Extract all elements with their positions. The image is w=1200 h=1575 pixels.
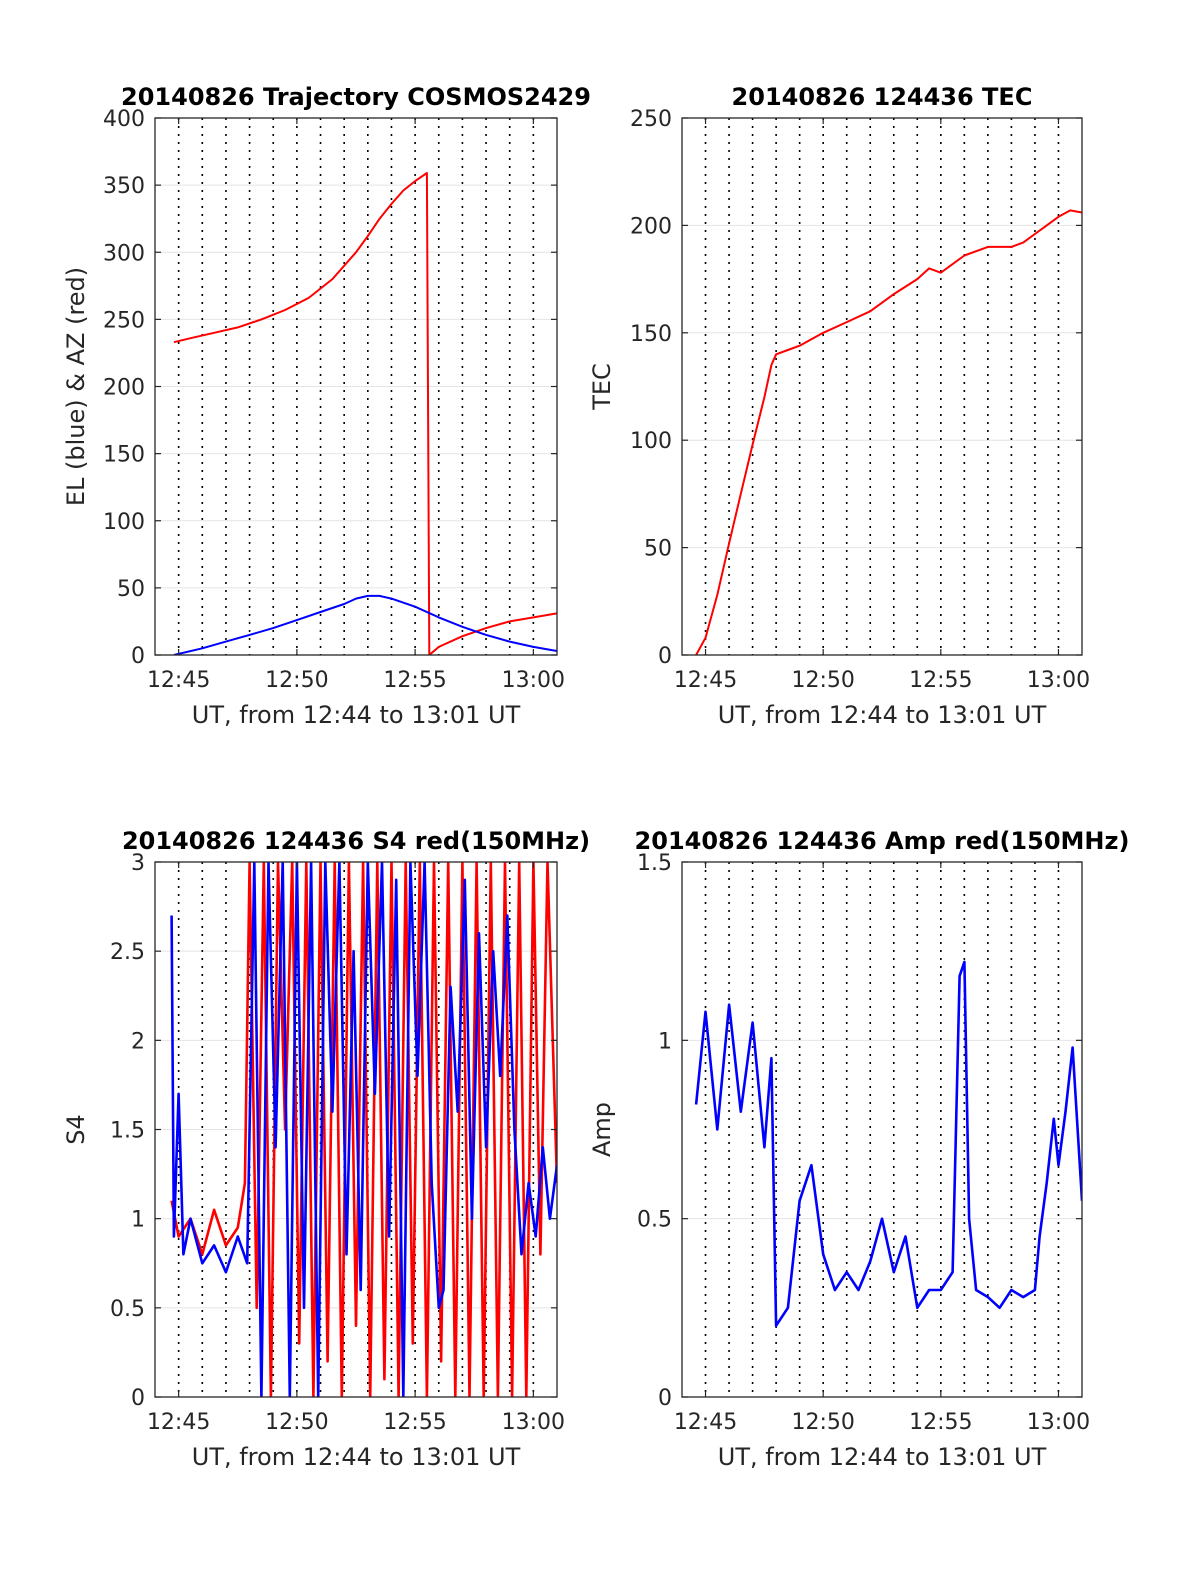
y-tick-label: 2.5 xyxy=(110,940,145,965)
series-line-1 xyxy=(694,960,1082,1327)
y-tick-label: 50 xyxy=(117,577,145,602)
y-tick-label: 100 xyxy=(630,429,672,454)
y-tick-label: 0 xyxy=(131,1386,145,1411)
chart-title: 20140826 124436 Amp red(150MHz) xyxy=(635,827,1130,855)
y-axis-label: S4 xyxy=(62,1114,90,1145)
y-tick-label: 50 xyxy=(644,537,672,562)
chart-title: 20140826 124436 TEC xyxy=(732,83,1033,111)
y-tick-label: 250 xyxy=(103,308,145,333)
x-tick-label: 13:00 xyxy=(502,668,565,693)
y-tick-label: 1 xyxy=(131,1208,145,1233)
y-tick-label: 350 xyxy=(103,174,145,199)
y-tick-label: 200 xyxy=(103,376,145,401)
chart-title: 20140826 124436 S4 red(150MHz) xyxy=(122,827,590,855)
series-line-2 xyxy=(173,594,557,655)
y-tick-label: 1 xyxy=(658,1029,672,1054)
plot-area xyxy=(682,118,1082,655)
y-axis-label: Amp xyxy=(588,1102,616,1157)
x-axis-label: UT, from 12:44 to 13:01 UT xyxy=(718,701,1047,729)
y-tick-label: 200 xyxy=(630,214,672,239)
subplot-2: 0 50 100 150 200 250 12:45 12:50 12:55 13:00 20140… xyxy=(588,83,1090,729)
x-tick-label: 12:50 xyxy=(791,668,854,693)
y-tick-label: 150 xyxy=(630,322,672,347)
y-axis-label: EL (blue) & AZ (red) xyxy=(62,267,90,506)
y-tick-label: 0 xyxy=(658,1386,672,1411)
y-tick-label: 250 xyxy=(630,107,672,132)
axes-box xyxy=(681,861,1083,1398)
series-line-2 xyxy=(170,862,557,1397)
x-axis-label: UT, from 12:44 to 13:01 UT xyxy=(192,701,521,729)
x-tick-label: 12:55 xyxy=(909,668,972,693)
series-line-1 xyxy=(695,209,1082,655)
x-tick-label: 12:50 xyxy=(265,1410,328,1435)
y-tick-label: 150 xyxy=(103,443,145,468)
y-tick-label: 300 xyxy=(103,241,145,266)
x-tick-label: 12:55 xyxy=(383,1410,446,1435)
x-tick-label: 13:00 xyxy=(1027,668,1090,693)
x-axis-label: UT, from 12:44 to 13:01 UT xyxy=(718,1443,1047,1471)
axes-box xyxy=(681,117,1083,656)
x-tick-label: 12:55 xyxy=(383,668,446,693)
y-tick-label: 0.5 xyxy=(110,1297,145,1322)
y-tick-label: 1.5 xyxy=(637,851,672,876)
x-tick-label: 13:00 xyxy=(502,1410,565,1435)
x-axis-label: UT, from 12:44 to 13:01 UT xyxy=(192,1443,521,1471)
y-tick-label: 0 xyxy=(131,644,145,669)
subplot-1: 0 50 100 150 200 250 300 350 400 12:45 12:50 12:55 1… xyxy=(62,83,591,729)
y-tick-label: 1.5 xyxy=(110,1119,145,1144)
chart-title: 20140826 Trajectory COSMOS2429 xyxy=(121,83,591,111)
subplot-3: 0 0.5 1 1.5 2 2.5 3 12:45 12:50 12:55 13:00 2014082… xyxy=(62,827,590,1471)
y-tick-label: 400 xyxy=(103,107,145,132)
x-tick-label: 12:55 xyxy=(909,1410,972,1435)
x-tick-label: 12:45 xyxy=(147,668,210,693)
x-tick-label: 12:45 xyxy=(674,1410,737,1435)
y-tick-label: 0 xyxy=(658,644,672,669)
plot-area xyxy=(682,862,1082,1397)
y-tick-label: 2 xyxy=(131,1029,145,1054)
series-line-1 xyxy=(170,862,557,1397)
series-line-1 xyxy=(173,172,557,655)
subplot-4: 0 0.5 1 1.5 12:45 12:50 12:55 13:00 20140826 124… xyxy=(588,827,1129,1471)
x-tick-label: 12:50 xyxy=(265,668,328,693)
y-tick-label: 3 xyxy=(131,851,145,876)
x-tick-label: 12:45 xyxy=(674,668,737,693)
y-tick-label: 0.5 xyxy=(637,1208,672,1233)
y-tick-label: 100 xyxy=(103,510,145,535)
x-tick-label: 13:00 xyxy=(1027,1410,1090,1435)
x-tick-label: 12:45 xyxy=(147,1410,210,1435)
x-tick-label: 12:50 xyxy=(791,1410,854,1435)
y-axis-label: TEC xyxy=(588,363,616,411)
